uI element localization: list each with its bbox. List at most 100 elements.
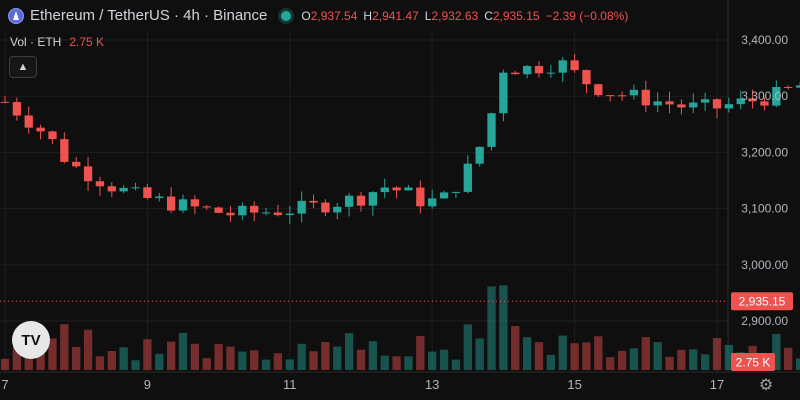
- last-price-badge: [731, 292, 793, 311]
- volume-bar: [451, 359, 461, 370]
- candle-body: [404, 187, 413, 191]
- volume-bar: [795, 358, 800, 370]
- volume-bar: [534, 342, 544, 370]
- candle-body: [344, 195, 354, 207]
- volume-label: Vol · ETH: [10, 35, 62, 49]
- candle-body: [487, 113, 496, 147]
- candle-body: [0, 101, 10, 103]
- volume-bar: [0, 358, 10, 370]
- volume-bar: [119, 347, 128, 370]
- candle-body: [238, 205, 247, 216]
- candle-body: [665, 101, 674, 105]
- candle-body: [392, 187, 401, 191]
- candle-body: [250, 205, 259, 213]
- volume-bar: [404, 356, 413, 370]
- price-tick-label: 3,400.00: [741, 33, 788, 47]
- collapse-legend-button[interactable]: ▲: [9, 56, 37, 78]
- candle-body: [760, 101, 769, 106]
- candle-body: [261, 212, 271, 214]
- candle-body: [72, 161, 81, 167]
- volume-bar: [155, 353, 164, 370]
- last-price-label: 2,935.15: [739, 295, 786, 309]
- candle-body: [48, 131, 57, 140]
- candle-body: [202, 206, 211, 208]
- candle-body: [772, 86, 781, 106]
- volume-bar: [250, 350, 259, 370]
- last-volume-label: 2.75 K: [736, 356, 771, 370]
- volume-bar: [344, 333, 354, 370]
- volume-bar: [261, 359, 271, 370]
- volume-bar: [107, 350, 116, 370]
- candle-body: [606, 95, 615, 97]
- candle-body: [333, 206, 342, 213]
- volume-bar: [166, 341, 176, 370]
- volume-bar: [95, 356, 105, 370]
- volume-bar: [724, 344, 734, 370]
- last-volume-badge: [731, 353, 775, 371]
- candle-body: [475, 146, 484, 164]
- gear-icon[interactable]: ⚙: [758, 377, 774, 394]
- ethereum-icon: [8, 7, 24, 24]
- volume-bar: [772, 333, 781, 370]
- candle-body: [463, 163, 472, 192]
- price-tick-label: 3,200.00: [741, 145, 788, 159]
- volume-bar: [12, 347, 22, 370]
- candle-body: [629, 89, 639, 96]
- time-tick-label: 7: [1, 377, 8, 392]
- ohlc-legend: O2,937.54 H2,941.47 L2,932.63 C2,935.15 …: [301, 9, 628, 23]
- candle-body: [511, 72, 520, 75]
- chevron-up-icon: ▲: [17, 61, 29, 73]
- low-key: L: [424, 8, 432, 23]
- time-tick-label: 13: [425, 377, 439, 392]
- volume-value: 2.75 K: [69, 35, 105, 49]
- candle-body: [689, 102, 698, 108]
- candle-body: [12, 101, 22, 116]
- volume-bar: [475, 338, 484, 370]
- candle-body: [273, 212, 283, 216]
- volume-bar: [558, 335, 567, 370]
- tradingview-logo-text: TV: [21, 331, 41, 349]
- volume-bar: [392, 356, 401, 370]
- close-value: 2,935.15: [492, 8, 540, 23]
- candle-body: [546, 72, 556, 74]
- candle-body: [428, 198, 437, 207]
- candle-body: [582, 70, 591, 85]
- volume-bar: [499, 285, 508, 370]
- candle-body: [617, 95, 627, 97]
- open-key: O: [301, 8, 311, 23]
- market-open-indicator: [281, 10, 292, 21]
- volume-bar: [60, 324, 69, 370]
- tradingview-logo[interactable]: TV: [12, 321, 50, 359]
- candle-body: [285, 213, 294, 216]
- volume-bar: [321, 341, 330, 370]
- candle-body: [24, 115, 33, 128]
- candle-body: [594, 84, 603, 96]
- volume-bar: [190, 343, 200, 370]
- candle-body: [736, 98, 745, 105]
- volume-bar: [202, 358, 211, 370]
- symbol-title[interactable]: Ethereum / TetherUS · 4h · Binance: [30, 7, 268, 24]
- candle-body: [131, 187, 140, 189]
- volume-bar: [72, 346, 81, 370]
- candle-body: [190, 199, 200, 207]
- candle-body: [60, 139, 69, 162]
- candle-body: [439, 192, 449, 199]
- volume-bar: [380, 355, 389, 370]
- candle-body: [226, 212, 235, 216]
- volume-legend: Vol · ETH 2.75 K: [10, 35, 104, 49]
- candle-body: [748, 98, 757, 102]
- candle-body: [558, 60, 567, 73]
- volume-bar: [428, 351, 437, 370]
- candle-body: [677, 104, 686, 108]
- candle-body: [451, 191, 461, 193]
- volume-bar: [487, 286, 496, 370]
- volume-bar: [570, 343, 579, 370]
- volume-bar: [178, 332, 188, 370]
- candle-body: [143, 187, 152, 198]
- chart-header: Ethereum / TetherUS · 4h · Binance O2,93…: [8, 7, 628, 24]
- high-key: H: [363, 8, 373, 23]
- volume-bar: [131, 360, 140, 370]
- candle-body: [309, 200, 318, 203]
- volume-bar: [677, 349, 686, 370]
